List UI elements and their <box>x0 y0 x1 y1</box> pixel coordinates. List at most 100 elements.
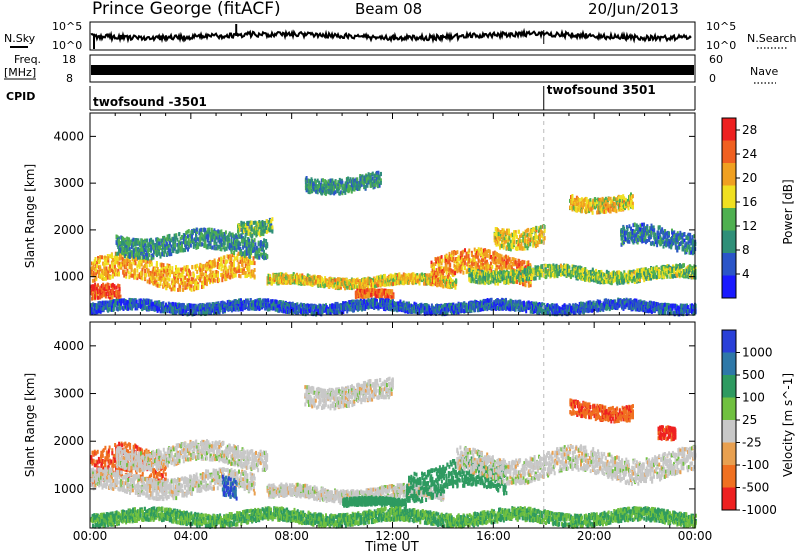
echo-cell <box>146 238 149 243</box>
echo-cell <box>418 281 421 286</box>
echo-cell <box>94 257 97 262</box>
echo-cell <box>166 276 169 281</box>
echo-cell <box>377 170 380 175</box>
echo-cell <box>230 262 232 267</box>
cpid-label: CPID <box>6 90 35 103</box>
echo-cell <box>101 276 103 281</box>
echo-cell <box>253 274 256 279</box>
echo-cell <box>217 279 219 284</box>
cpid-segment-1: twofsound -3501 <box>93 95 207 109</box>
echo-cell <box>220 267 223 272</box>
echo-cell <box>177 287 180 292</box>
echo-cell <box>230 259 232 264</box>
echo-cell <box>188 278 190 283</box>
echo-cell <box>215 270 218 274</box>
echo-cell <box>181 243 183 248</box>
echo-cell <box>543 228 546 233</box>
echo-cell <box>196 269 199 274</box>
echo-cell <box>176 270 178 275</box>
echo-cell <box>186 278 189 283</box>
echo-cell <box>190 277 193 282</box>
echo-cell <box>454 271 457 276</box>
echo-cell <box>126 268 129 273</box>
echo-cell <box>524 244 527 249</box>
echo-cell <box>540 239 543 244</box>
echo-cell <box>201 271 203 276</box>
echo-cell <box>477 258 480 263</box>
echo-cell <box>105 266 108 271</box>
echo-cell <box>195 284 198 288</box>
echo-cell <box>118 252 121 257</box>
echo-cell <box>207 235 210 240</box>
echo-cell <box>116 272 119 277</box>
freq-label-2: [MHz] <box>4 66 36 79</box>
echo-cell <box>187 234 189 239</box>
echo-cell <box>221 278 224 283</box>
echo-cell <box>233 234 236 239</box>
echo-cell <box>236 255 239 260</box>
echo-cell <box>101 269 103 273</box>
echo-cell <box>456 269 459 274</box>
echo-cell <box>141 267 144 272</box>
echo-cell <box>187 229 190 234</box>
echo-cell <box>478 248 481 253</box>
echo-cell <box>138 264 141 269</box>
echo-cell <box>162 263 165 268</box>
echo-cell <box>204 270 207 275</box>
echo-cell <box>466 269 469 274</box>
echo-cell <box>190 280 193 285</box>
echo-cell <box>204 276 207 280</box>
echo-cell <box>129 264 132 269</box>
echo-cell <box>193 273 195 278</box>
echo-cell <box>456 250 459 255</box>
echo-cell <box>201 285 203 289</box>
echo-cell <box>95 271 98 276</box>
echo-cell <box>152 275 155 280</box>
date-title: 20/Jun/2013 <box>588 0 679 18</box>
echo-cell <box>254 242 257 247</box>
echo-cell <box>211 270 214 275</box>
echo-cell <box>123 258 126 263</box>
echo-cell <box>383 273 386 278</box>
echo-cell <box>230 250 233 254</box>
echo-cell <box>129 260 132 265</box>
echo-cell <box>195 278 198 283</box>
echo-cell <box>122 236 124 241</box>
echo-cell <box>204 240 207 245</box>
echo-cell <box>500 244 503 248</box>
echo-cell <box>334 278 337 283</box>
echo-cell <box>195 227 198 232</box>
echo-cell <box>96 260 99 265</box>
echo-cell <box>467 254 470 259</box>
echo-cell <box>191 265 194 269</box>
echo-cell <box>109 264 111 269</box>
echo-cell <box>187 237 190 242</box>
echo-cell <box>117 251 120 256</box>
freq-label-1: Freq. <box>14 53 41 66</box>
echo-cell <box>217 259 219 264</box>
echo-cell <box>118 256 121 261</box>
echo-cell <box>199 237 202 242</box>
echo-cell <box>133 261 136 266</box>
echo-cell <box>226 269 229 274</box>
echo-cell <box>516 246 519 251</box>
echo-cell <box>218 257 221 262</box>
echo-cell <box>271 225 274 230</box>
echo-cell <box>544 263 547 268</box>
echo-cell <box>107 256 110 261</box>
echo-cell <box>235 247 238 252</box>
echo-cell <box>99 255 102 260</box>
echo-cell <box>121 257 124 262</box>
echo-cell <box>480 248 483 253</box>
echo-cell <box>225 260 228 265</box>
echo-cell <box>441 258 444 263</box>
echo-cell <box>150 259 153 264</box>
echo-cell <box>437 278 439 282</box>
echo-cell <box>160 238 163 243</box>
echo-cell <box>201 282 203 287</box>
echo-cell <box>507 230 510 235</box>
echo-cell <box>200 274 203 279</box>
echo-cell <box>257 242 260 247</box>
echo-cell <box>182 270 185 274</box>
